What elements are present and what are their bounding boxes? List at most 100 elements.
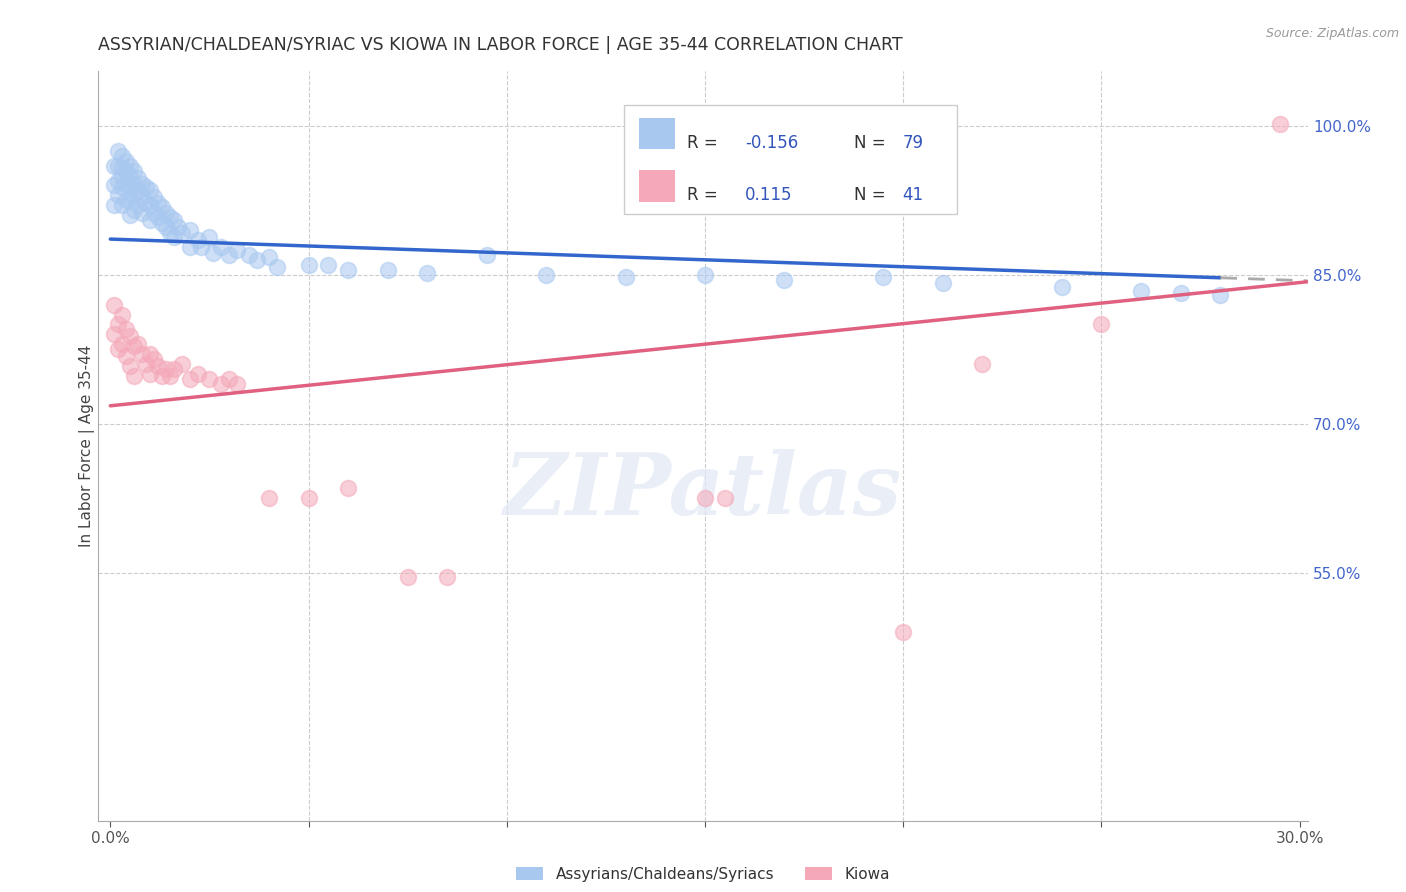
Point [179,223,201,237]
Text: 0.115: 0.115 [745,186,793,204]
Point [111,180,134,194]
Point [142,352,165,367]
Point [932,276,955,290]
Point [218,372,240,386]
Point [103,297,125,311]
Y-axis label: In Labor Force | Age 35-44: In Labor Force | Age 35-44 [79,345,96,547]
Point [257,491,280,505]
Point [139,213,162,227]
Point [190,240,212,254]
Text: 79: 79 [903,134,924,152]
Point [318,258,340,272]
Point [159,369,181,384]
Point [159,211,181,225]
Text: N =: N = [855,134,886,152]
Point [135,357,157,371]
Text: ASSYRIAN/CHALDEAN/SYRIAC VS KIOWA IN LABOR FORCE | AGE 35-44 CORRELATION CHART: ASSYRIAN/CHALDEAN/SYRIAC VS KIOWA IN LAB… [98,36,903,54]
Point [226,243,249,257]
Point [246,252,269,267]
Point [614,269,637,284]
Point [111,149,134,163]
Point [127,170,149,185]
Point [122,339,145,353]
Point [209,376,232,391]
Point [111,198,134,212]
Point [1130,284,1153,298]
Point [163,362,186,376]
Point [107,318,129,332]
Point [120,169,142,183]
Point [103,178,125,193]
Point [111,308,134,322]
Point [122,163,145,178]
Point [111,161,134,175]
Point [115,177,138,191]
Point [120,180,142,194]
Point [127,184,149,198]
Point [131,177,153,191]
Point [198,230,221,244]
Point [122,369,145,384]
Point [127,337,149,351]
Point [891,625,914,640]
Point [115,322,138,336]
Point [135,180,157,194]
Point [103,327,125,342]
Point [693,491,716,505]
Text: Source: ZipAtlas.com: Source: ZipAtlas.com [1265,27,1399,40]
Text: 41: 41 [903,186,924,204]
Bar [638,118,675,149]
Point [170,226,193,240]
Point [226,376,249,391]
Point [337,263,360,277]
Point [122,188,145,202]
Point [536,268,558,282]
Point [111,337,134,351]
FancyBboxPatch shape [624,105,957,214]
Point [142,206,165,220]
Point [115,163,138,178]
Point [139,367,162,381]
Point [155,206,177,220]
Point [150,200,173,214]
Point [139,184,162,198]
Point [120,159,142,173]
Point [1268,117,1291,131]
Bar [638,170,675,202]
Point [150,216,173,230]
Point [1209,287,1232,301]
Point [103,198,125,212]
Point [238,248,260,262]
Point [257,250,280,264]
Text: R =: R = [688,186,718,204]
Point [377,263,399,277]
Point [146,196,169,211]
Point [159,226,181,240]
Point [115,194,138,208]
Point [131,206,153,220]
Point [131,347,153,361]
Point [436,570,458,584]
Point [714,491,737,505]
Point [107,159,129,173]
Point [163,213,186,227]
Point [209,240,232,254]
Point [155,362,177,376]
Point [122,203,145,218]
Point [198,372,221,386]
Point [107,144,129,158]
Point [155,220,177,235]
Point [297,258,319,272]
Legend: Assyrians/Chaldeans/Syriacs, Kiowa: Assyrians/Chaldeans/Syriacs, Kiowa [510,861,896,888]
Point [120,194,142,208]
Point [337,481,360,495]
Point [396,570,419,584]
Point [107,173,129,187]
Point [166,220,188,235]
Point [107,188,129,202]
Point [120,208,142,222]
Point [107,343,129,357]
Point [146,359,169,373]
Point [218,248,240,262]
Point [693,268,716,282]
